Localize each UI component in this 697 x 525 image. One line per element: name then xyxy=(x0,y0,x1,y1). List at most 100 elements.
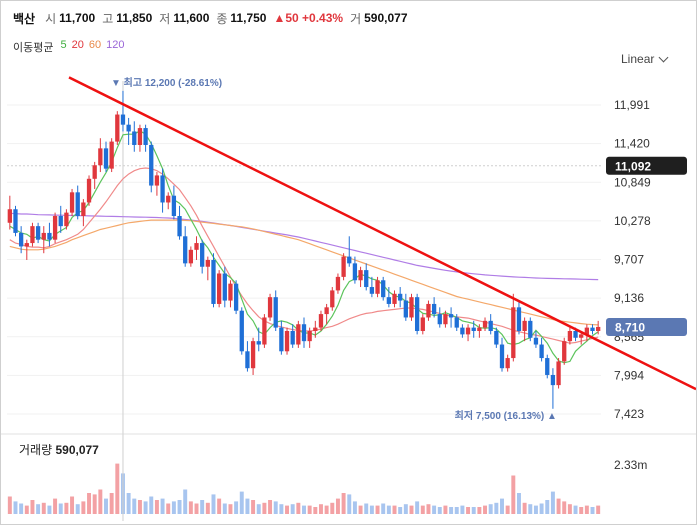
volume-bar xyxy=(126,493,131,514)
candle xyxy=(211,253,216,308)
candle-body xyxy=(528,320,533,338)
volume-axis-tick: 2.33m xyxy=(614,458,647,472)
candle-body xyxy=(183,236,188,264)
candle-body xyxy=(301,324,307,342)
moving-average-legend[interactable]: 이동평균 5 20 60 120 xyxy=(13,39,124,55)
candle-body xyxy=(233,283,239,311)
volume-bar xyxy=(30,500,35,514)
volume-bar xyxy=(205,502,210,514)
volume-bar xyxy=(313,507,318,514)
candle-body xyxy=(494,331,499,345)
volume-bar xyxy=(160,498,165,514)
volume-bar xyxy=(466,507,471,514)
volume-bar xyxy=(556,498,561,514)
volume-bar xyxy=(437,507,442,514)
candle xyxy=(318,310,324,332)
candle-body xyxy=(58,216,63,227)
volume-panel-value: 590,077 xyxy=(55,443,99,457)
candle xyxy=(398,287,403,308)
volume-bar xyxy=(154,500,159,514)
y-tick-label: 9,707 xyxy=(614,253,644,267)
trendline xyxy=(68,76,696,391)
volume-bar xyxy=(477,507,482,514)
candle xyxy=(188,246,194,267)
candle-body xyxy=(590,327,595,332)
candle-body xyxy=(245,351,250,369)
volume-bar xyxy=(302,505,306,514)
candle-body xyxy=(30,226,35,244)
candle-body xyxy=(398,293,403,301)
candle xyxy=(324,303,329,325)
volume-bar xyxy=(516,493,521,514)
volume-bar xyxy=(375,505,380,514)
volume-bar xyxy=(194,503,199,514)
candle xyxy=(301,317,307,348)
candle xyxy=(545,354,550,379)
candle xyxy=(426,300,431,321)
candle xyxy=(482,317,488,332)
candle xyxy=(414,293,420,335)
volume-bar xyxy=(19,503,24,514)
candle xyxy=(126,117,131,145)
candle-body xyxy=(290,331,295,345)
volume-panel-label: 거래량 590,077 xyxy=(19,441,99,458)
y-tick-label: 11,991 xyxy=(614,98,650,112)
candle xyxy=(250,337,256,375)
volume-bar xyxy=(24,505,29,514)
candle xyxy=(431,297,437,318)
candle xyxy=(590,324,595,335)
open-label: 시 xyxy=(45,11,57,26)
candle-body xyxy=(279,327,284,352)
candle xyxy=(347,236,352,267)
volume-bar xyxy=(47,505,52,514)
candle xyxy=(562,337,567,365)
candle-body xyxy=(567,331,573,342)
candle-body xyxy=(228,283,233,301)
candle xyxy=(522,317,527,342)
low-label: 저 xyxy=(159,11,171,26)
volume-bar xyxy=(511,475,516,514)
volume-bar xyxy=(70,496,75,514)
y-tick-label: 10,849 xyxy=(614,175,651,189)
volume-bar xyxy=(539,503,544,514)
candle-body xyxy=(7,209,12,223)
candle xyxy=(488,314,493,335)
y-tick-label: 7,994 xyxy=(614,368,644,382)
scale-mode-dropdown[interactable]: Linear xyxy=(621,52,669,66)
candle xyxy=(273,290,278,332)
candle xyxy=(313,320,318,338)
candle xyxy=(369,276,375,298)
volume-bar xyxy=(58,503,63,514)
candle-body xyxy=(194,243,199,250)
candle-body xyxy=(516,307,522,332)
volume-bar xyxy=(98,489,103,514)
candle-body xyxy=(166,195,171,203)
volume-bar xyxy=(488,504,493,514)
candle-body xyxy=(35,226,41,240)
volume-bar xyxy=(36,504,41,514)
candle-body xyxy=(352,263,358,281)
candle-body xyxy=(369,287,375,294)
candle-body xyxy=(330,290,335,308)
candle xyxy=(584,324,590,342)
candle xyxy=(64,209,69,230)
candle xyxy=(533,331,539,348)
volume-bar xyxy=(234,501,239,514)
volume-bar xyxy=(177,500,182,514)
ma120-label: 120 xyxy=(106,39,125,51)
volume-bar xyxy=(296,502,301,514)
volume-bar xyxy=(262,502,267,514)
candle xyxy=(171,185,177,220)
candle-body xyxy=(75,192,80,217)
candle xyxy=(471,320,476,338)
candle-body xyxy=(579,334,584,338)
candle xyxy=(443,310,448,328)
candle-body xyxy=(437,314,442,325)
y-axis: 11,99111,42010,84910,2789,7079,1368,5657… xyxy=(606,98,687,472)
candle-body xyxy=(273,297,278,328)
candle-body xyxy=(52,216,58,240)
volume-bar xyxy=(528,504,533,514)
candle-body xyxy=(177,216,182,237)
candle xyxy=(296,320,301,348)
